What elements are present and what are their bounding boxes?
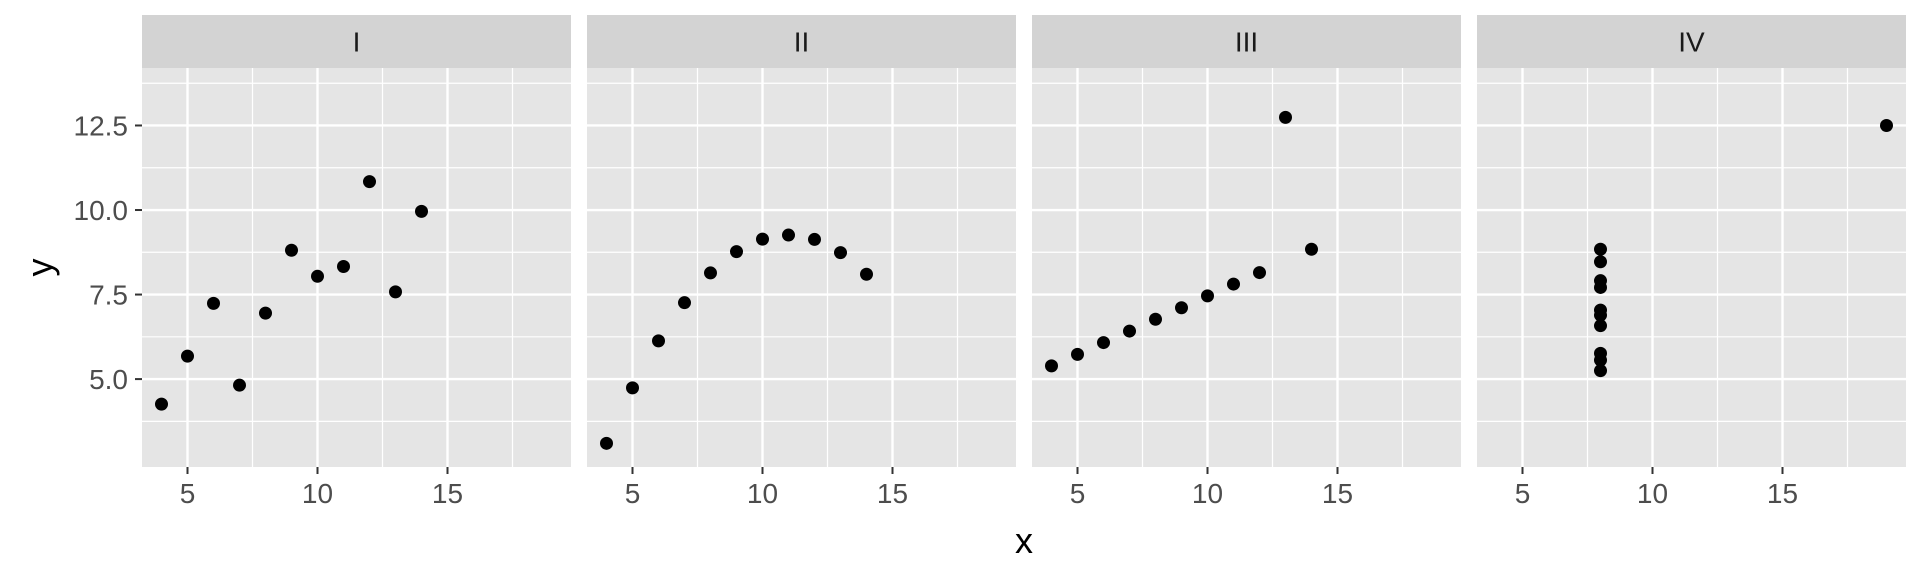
- data-point: [1149, 312, 1162, 326]
- data-point: [415, 204, 428, 218]
- panel-background: [1032, 68, 1461, 467]
- y-axis-title: y: [19, 259, 60, 277]
- strip-label: I: [353, 27, 361, 58]
- x-tick-label: 15: [432, 478, 463, 509]
- x-tick-label: 10: [1192, 478, 1223, 509]
- y-axis: 5.0 7.5 10.0 12.5: [74, 110, 142, 395]
- data-point: [207, 296, 220, 310]
- data-point: [181, 349, 194, 363]
- strip-label: III: [1235, 27, 1258, 58]
- y-tick-label: 12.5: [74, 110, 129, 141]
- data-point: [652, 334, 665, 348]
- data-point: [1201, 289, 1214, 303]
- x-tick-label: 5: [1515, 478, 1531, 509]
- data-point: [1279, 110, 1292, 124]
- x-tick-label: 15: [1767, 478, 1798, 509]
- data-point: [600, 436, 613, 450]
- data-point: [1045, 359, 1058, 373]
- data-point: [363, 175, 376, 189]
- panels-layer: I 5 10 15 II 5 10 15 III 5 10 15 IV 5 10 15: [142, 15, 1906, 509]
- data-point: [1594, 255, 1607, 269]
- panel-I: I 5 10 15: [142, 15, 571, 509]
- panel-background: [1477, 68, 1906, 467]
- data-point: [860, 267, 873, 281]
- data-point: [1227, 277, 1240, 291]
- data-point: [233, 378, 246, 392]
- data-point: [389, 285, 402, 299]
- data-point: [704, 266, 717, 280]
- data-point: [1594, 353, 1607, 367]
- panel-IV: IV 5 10 15: [1477, 15, 1906, 509]
- panel-background: [142, 68, 571, 467]
- data-point: [1594, 274, 1607, 288]
- data-point: [285, 243, 298, 257]
- data-point: [311, 269, 324, 283]
- data-point: [259, 306, 272, 320]
- data-point: [1594, 364, 1607, 378]
- panel-background: [587, 68, 1016, 467]
- x-tick-label: 10: [747, 478, 778, 509]
- y-tick-label: 5.0: [89, 364, 128, 395]
- strip-background: [142, 15, 571, 68]
- x-tick-label: 10: [1637, 478, 1668, 509]
- data-point: [1594, 319, 1607, 333]
- x-tick-label: 15: [877, 478, 908, 509]
- data-point: [1594, 242, 1607, 256]
- data-point: [834, 246, 847, 260]
- strip-label: II: [794, 27, 810, 58]
- strip-label: IV: [1678, 27, 1705, 58]
- x-tick-label: 5: [625, 478, 641, 509]
- panel-II: II 5 10 15: [587, 15, 1016, 509]
- data-point: [678, 296, 691, 310]
- y-tick-label: 7.5: [89, 280, 128, 311]
- data-point: [155, 397, 168, 411]
- x-tick-label: 10: [302, 478, 333, 509]
- data-point: [756, 232, 769, 246]
- data-point: [1097, 336, 1110, 350]
- data-point: [1253, 266, 1266, 280]
- strip-background: [1477, 15, 1906, 68]
- strip-background: [1032, 15, 1461, 68]
- data-point: [1880, 118, 1893, 132]
- x-tick-label: 5: [1070, 478, 1086, 509]
- data-point: [1123, 324, 1136, 338]
- data-point: [808, 232, 821, 246]
- data-point: [1175, 301, 1188, 315]
- x-tick-label: 5: [180, 478, 196, 509]
- data-point: [1071, 347, 1084, 361]
- x-axis-title: x: [1015, 520, 1033, 561]
- panel-III: III 5 10 15: [1032, 15, 1461, 509]
- y-tick-label: 10.0: [74, 195, 129, 226]
- data-point: [626, 381, 639, 395]
- data-point: [1594, 308, 1607, 322]
- data-point: [337, 259, 350, 273]
- strip-background: [587, 15, 1016, 68]
- data-point: [782, 228, 795, 242]
- data-point: [1305, 242, 1318, 256]
- x-tick-label: 15: [1322, 478, 1353, 509]
- data-point: [730, 245, 743, 259]
